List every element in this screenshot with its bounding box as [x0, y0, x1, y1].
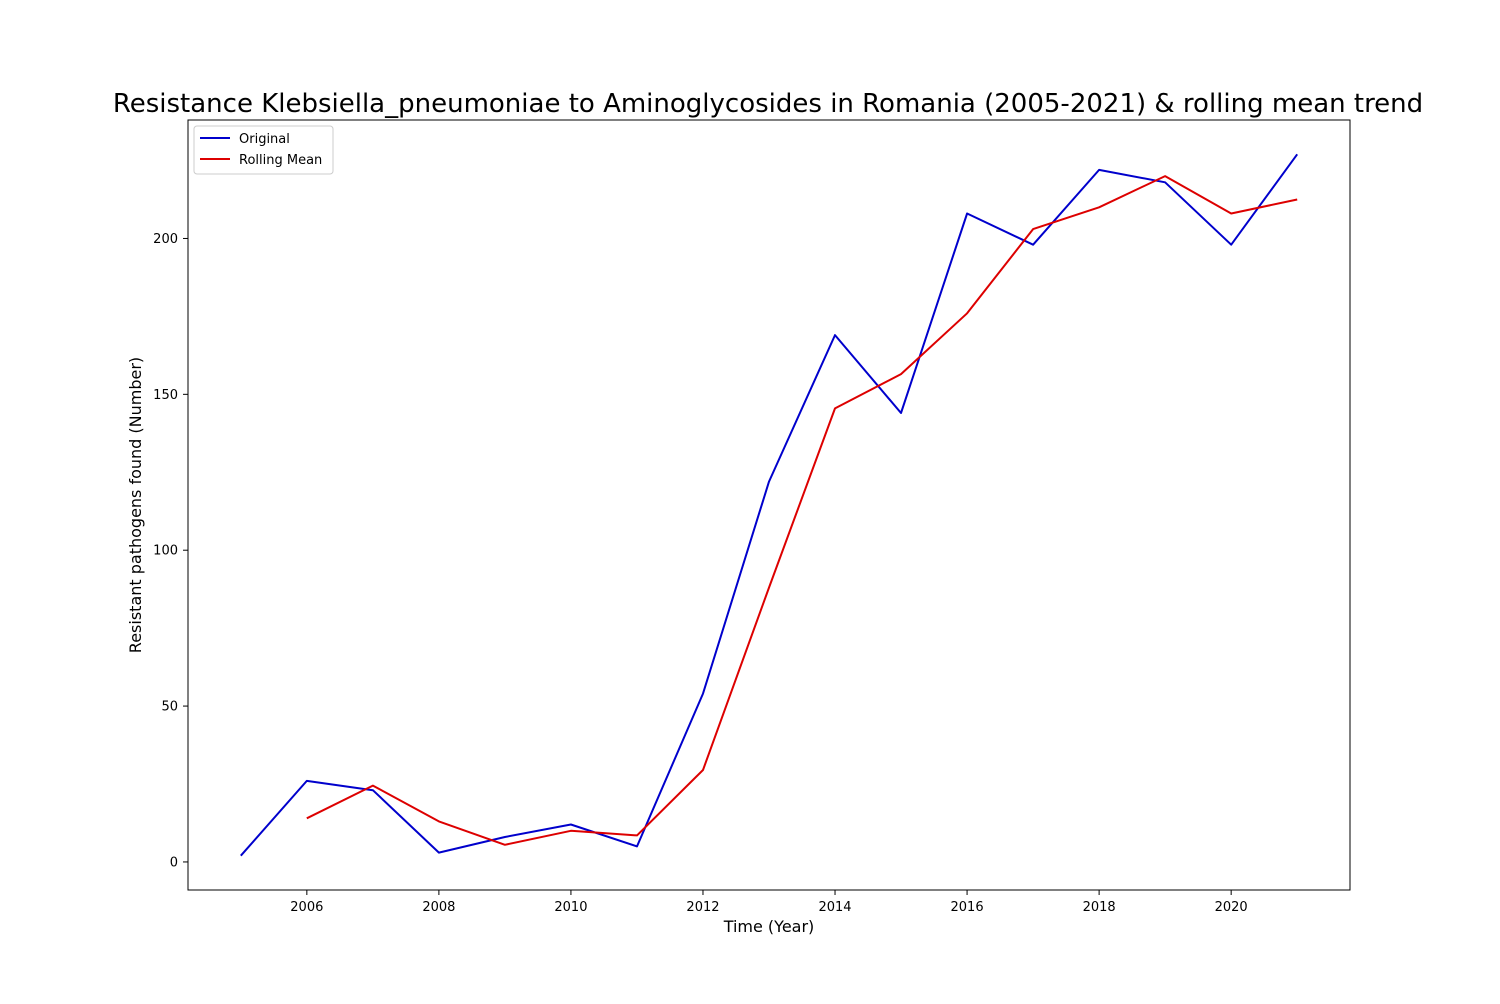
y-axis-label: Resistant pathogens found (Number)	[126, 357, 145, 653]
series-layer	[240, 153, 1299, 857]
y-tick-label: 150	[153, 388, 178, 403]
y-tick-label: 50	[161, 700, 178, 715]
x-axis-ticks: 2006 2008 2010 2012 2014 2016 2018 2020	[290, 890, 1248, 915]
plot-area	[187, 119, 1351, 891]
legend-label-rolling-mean: Rolling Mean	[239, 153, 322, 168]
x-tick-label: 2020	[1215, 900, 1248, 915]
y-tick-label: 0	[170, 855, 178, 870]
x-tick-label: 2010	[554, 900, 587, 915]
series-line-original	[240, 153, 1299, 857]
legend: Original Rolling Mean	[193, 125, 334, 175]
chart-title: Resistance Klebsiella_pneumoniae to Amin…	[113, 89, 1423, 119]
y-tick-label: 200	[153, 232, 178, 247]
series-line-rolling-mean	[306, 175, 1298, 846]
x-tick-label: 2012	[686, 900, 719, 915]
x-axis-label: Time (Year)	[723, 917, 815, 936]
x-tick-label: 2006	[290, 900, 323, 915]
x-tick-label: 2018	[1083, 900, 1116, 915]
legend-label-original: Original	[239, 132, 290, 147]
x-tick-label: 2014	[818, 900, 851, 915]
x-tick-label: 2008	[422, 900, 455, 915]
y-axis-ticks: 0 50 100 150 200	[153, 232, 188, 870]
x-tick-label: 2016	[951, 900, 984, 915]
y-tick-label: 100	[153, 544, 178, 559]
